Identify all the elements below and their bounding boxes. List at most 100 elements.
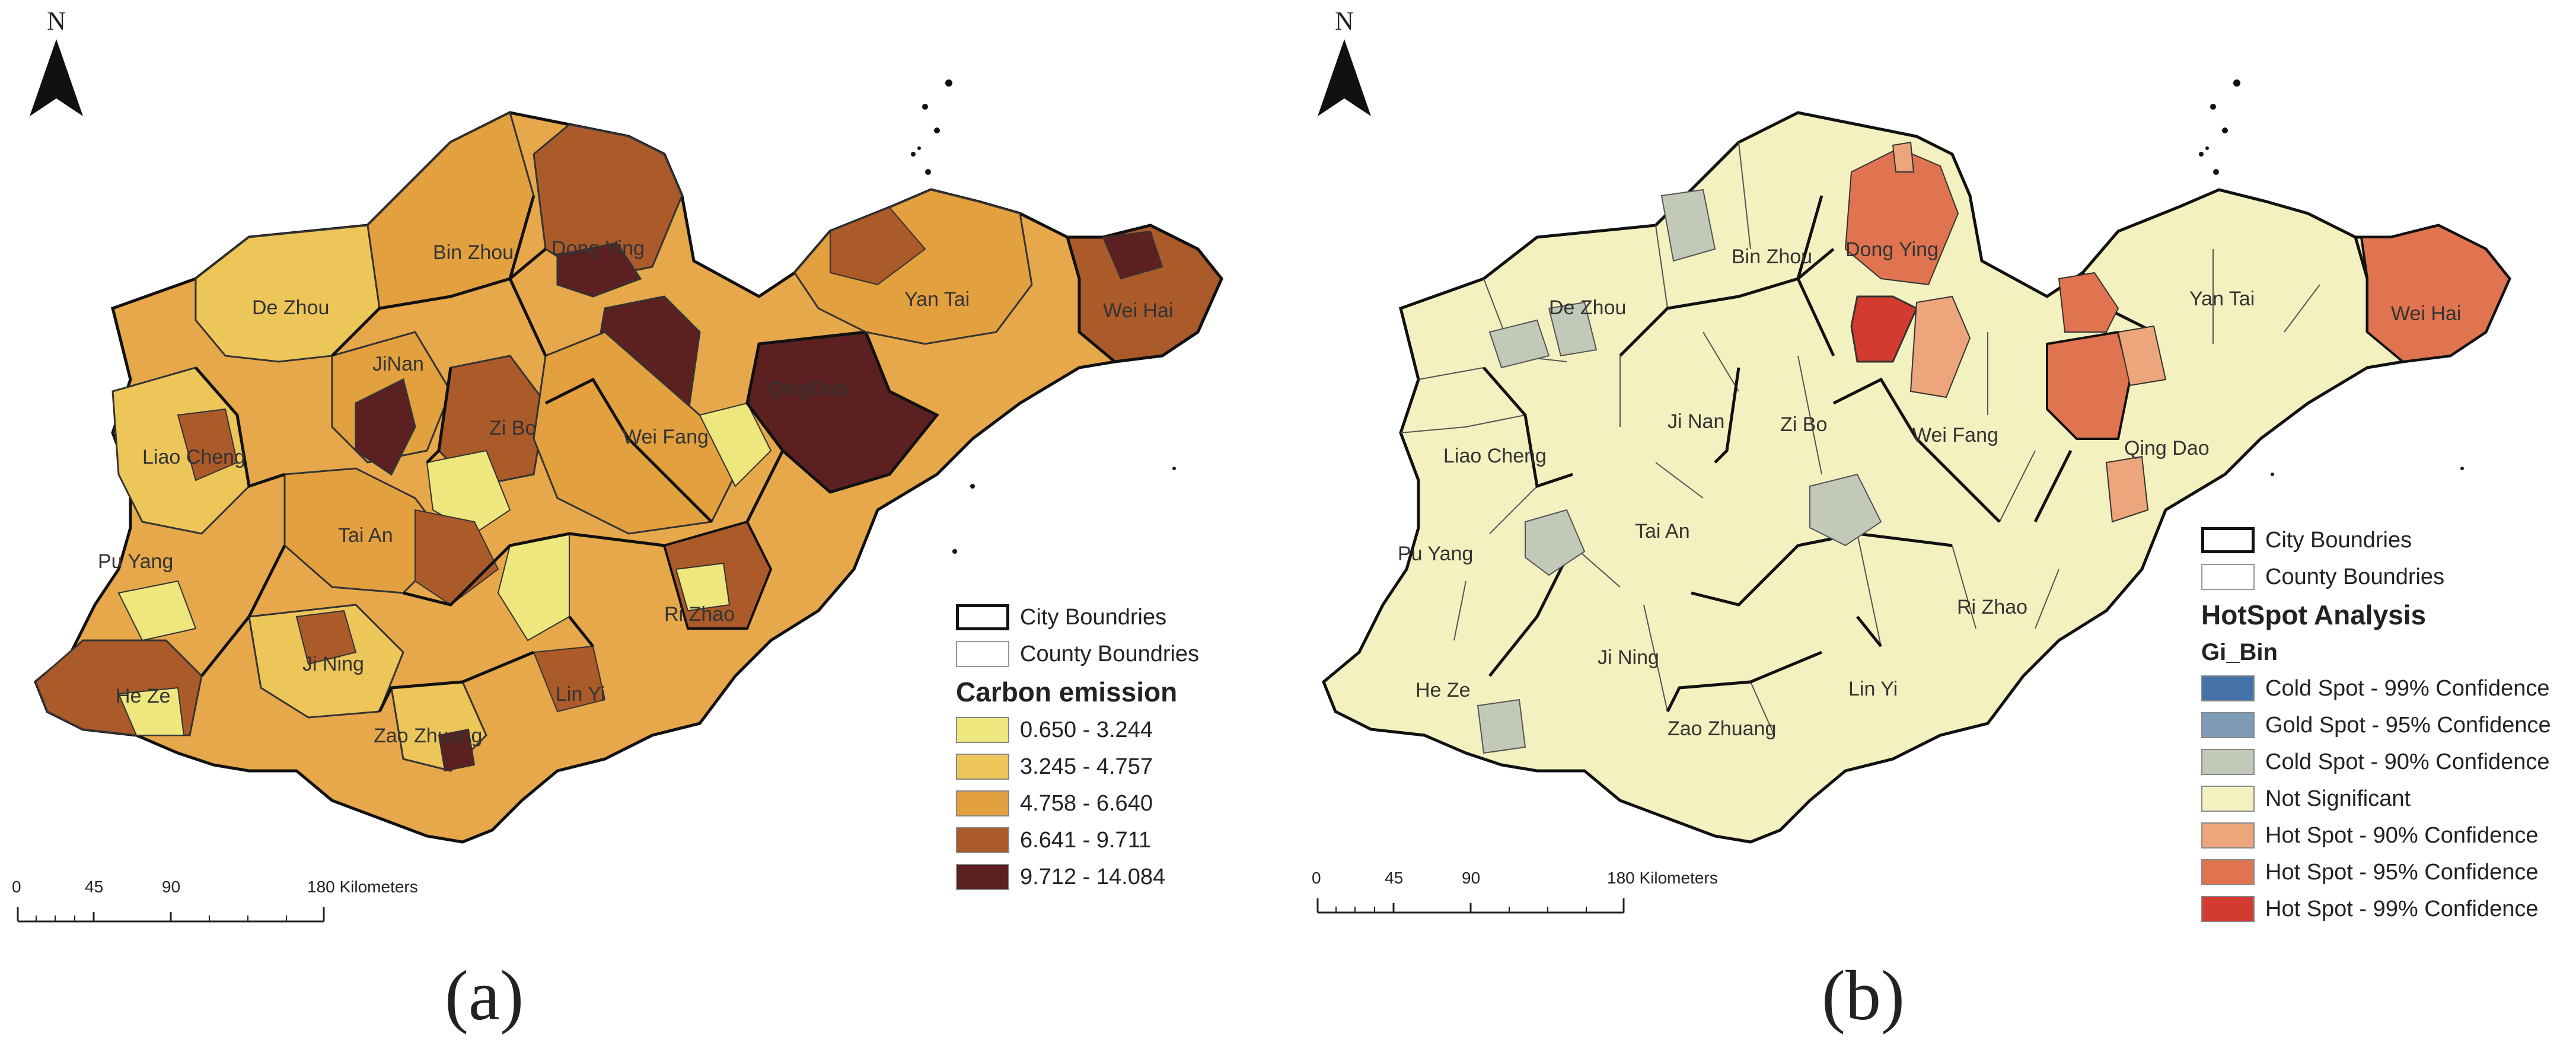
legend-class-swatch xyxy=(956,827,1009,853)
north-arrow-icon xyxy=(1318,39,1371,116)
region-yantai-brown xyxy=(830,206,926,286)
legend-class-label: Hot Spot - 90% Confidence xyxy=(2265,822,2539,848)
north-label: N xyxy=(1335,7,1354,36)
region-hot90-weifang xyxy=(1909,295,1971,398)
legend-class-row: Hot Spot - 99% Confidence xyxy=(2201,891,2551,927)
scale-tick-90: 90 xyxy=(162,878,181,896)
place-label-weifang: Wei Fang xyxy=(1912,424,1998,446)
region-hot90-dongying-top xyxy=(1892,141,1915,173)
region-rizhao-light xyxy=(675,562,731,612)
place-label-weihai: Wei Hai xyxy=(2391,302,2461,325)
legend-city-boundaries: City Boundries xyxy=(956,599,1199,636)
legend-class-label: Gold Spot - 95% Confidence xyxy=(2265,712,2551,738)
region-cold-taian xyxy=(1525,509,1586,576)
region-hot95-weihai xyxy=(2360,224,2511,363)
scale-bar: 0 45 90 180 Kilometers xyxy=(12,878,418,925)
legend-class-row: 6.641 - 9.711 xyxy=(956,822,1199,859)
north-arrow: N xyxy=(24,6,89,119)
carbon-emission-map-panel: Bin Zhou Dong Ying De Zhou Yan Tai Wei H… xyxy=(12,6,1223,1035)
scale-tick-180: 180 Kilometers xyxy=(1607,869,1718,887)
legend-swatch-county xyxy=(956,641,1009,667)
legend-class-swatch xyxy=(2201,712,2255,738)
hotspot-map-panel: Bin Zhou Dong Ying De Zhou Yan Tai Wei H… xyxy=(1288,0,2576,1059)
legend-class-label: Hot Spot - 99% Confidence xyxy=(2265,896,2539,921)
legend-class-swatch xyxy=(2201,675,2255,701)
region-heze-light xyxy=(117,687,185,736)
legend-class-row: 3.245 - 4.757 xyxy=(956,748,1199,785)
legend-class-label: Hot Spot - 95% Confidence xyxy=(2265,859,2539,885)
place-label-binzhou: Bin Zhou xyxy=(433,241,514,264)
place-label-taian: Tai An xyxy=(1635,520,1690,543)
place-label-linyi: Lin Yi xyxy=(556,683,605,706)
region-heze-north xyxy=(117,580,197,642)
legend-title: HotSpot Analysis xyxy=(2201,599,2427,630)
legend-class-row: 9.712 - 14.084 xyxy=(956,859,1199,895)
north-arrow-icon xyxy=(30,39,83,116)
legend-class-swatch xyxy=(956,717,1009,743)
place-label-zibo: Zi Bo xyxy=(489,417,536,439)
region-hot99-dongying xyxy=(1850,295,1918,363)
legend-class-row: Cold Spot - 90% Confidence xyxy=(2201,744,2551,780)
legend-class-swatch xyxy=(2201,749,2255,775)
city-boundary-lines xyxy=(195,195,785,713)
legend-swatch-county xyxy=(2201,564,2255,590)
place-label-heze: He Ze xyxy=(116,685,171,707)
legend-classes: Cold Spot - 99% Confidence Gold Spot - 95… xyxy=(2201,670,2551,927)
region-hot90-qingdao-a xyxy=(2117,325,2167,387)
place-label-rizhao: Ri Zhao xyxy=(664,603,735,626)
place-label-dezhou: De Zhou xyxy=(252,296,329,319)
legend-class-swatch xyxy=(956,790,1009,816)
legend-city-boundaries: City Boundries xyxy=(2201,522,2551,559)
north-arrow: N xyxy=(1312,6,1377,119)
legend-class-row: Cold Spot - 99% Confidence xyxy=(2201,670,2551,707)
legend-classes: 0.650 - 3.244 3.245 - 4.757 4.758 - 6.640 6… xyxy=(956,712,1199,895)
legend-hotspot: City Boundries County Boundries HotSpot … xyxy=(2201,522,2551,927)
legend-class-row: 0.650 - 3.244 xyxy=(956,712,1199,748)
legend-class-row: Hot Spot - 90% Confidence xyxy=(2201,817,2551,854)
region-hot90-qingdao-b xyxy=(2105,455,2149,523)
scale-tick-0: 0 xyxy=(12,878,21,896)
place-label-linyi: Lin Yi xyxy=(1848,678,1898,700)
place-label-zibo: Zi Bo xyxy=(1780,413,1827,436)
place-label-weifang: Wei Fang xyxy=(623,426,709,448)
legend-class-swatch xyxy=(2201,822,2255,849)
scale-tick-90: 90 xyxy=(1462,869,1481,887)
place-label-zaozhuang: Zao Zhuang xyxy=(374,725,482,747)
legend-county-label: County Boundries xyxy=(2265,564,2445,589)
legend-class-label: 0.650 - 3.244 xyxy=(1020,717,1153,742)
north-label: N xyxy=(47,7,66,36)
place-label-zaozhuang: Zao Zhuang xyxy=(1668,717,1776,740)
place-label-binzhou: Bin Zhou xyxy=(1732,245,1812,268)
scale-tick-0: 0 xyxy=(1312,869,1321,887)
place-label-yantai: Yan Tai xyxy=(904,288,970,311)
region-zibo-light xyxy=(426,449,511,535)
place-label-puyang: Pu Yang xyxy=(98,550,173,573)
place-label-taian: Tai An xyxy=(338,524,393,547)
legend-class-label: Cold Spot - 99% Confidence xyxy=(2265,675,2550,701)
islands xyxy=(911,79,1176,554)
legend-swatch-city xyxy=(956,604,1009,630)
scale-tick-180: 180 Kilometers xyxy=(307,878,418,896)
region-cold-heze xyxy=(1477,698,1526,754)
legend-class-label: 6.641 - 9.711 xyxy=(1020,827,1152,853)
legend-class-label: Cold Spot - 90% Confidence xyxy=(2265,749,2550,774)
region-hot95-qingdao xyxy=(2046,330,2132,440)
place-label-liaocheng: Liao Cheng xyxy=(142,446,246,468)
scale-tick-45: 45 xyxy=(1385,869,1404,887)
legend-class-label: 4.758 - 6.640 xyxy=(1020,790,1153,816)
legend-class-swatch xyxy=(956,754,1009,780)
carbon-emission-map: Bin Zhou Dong Ying De Zhou Yan Tai Wei H… xyxy=(34,79,1223,844)
legend-class-swatch xyxy=(2201,859,2255,885)
place-label-rizhao: Ri Zhao xyxy=(1957,596,2027,618)
islands xyxy=(2199,79,2464,476)
region-cold-dezhou-a xyxy=(1488,319,1550,369)
place-label-dongying: Dong Ying xyxy=(1845,238,1939,261)
region-jining-brown xyxy=(295,610,357,665)
legend-class-label: 3.245 - 4.757 xyxy=(1020,754,1153,779)
place-label-liaocheng: Liao Cheng xyxy=(1443,445,1547,467)
legend-carbon-emission: City Boundries County Boundries Carbon e… xyxy=(956,599,1199,895)
panel-letter-b: (b) xyxy=(1822,956,1905,1035)
place-label-jining: Ji Ning xyxy=(302,653,364,675)
region-weihai xyxy=(1065,224,1223,363)
region-weifang-light xyxy=(699,402,772,487)
